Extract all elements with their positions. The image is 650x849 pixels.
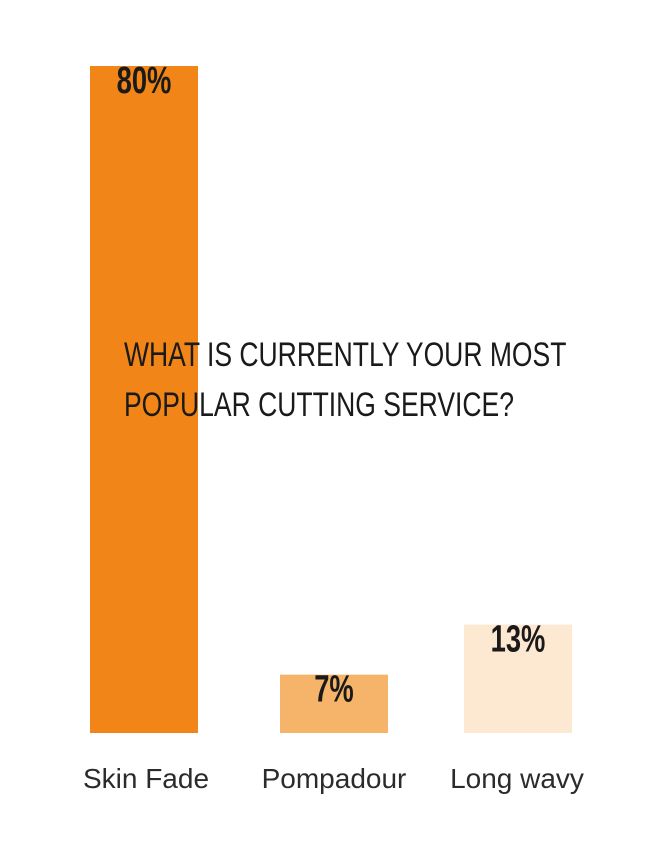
chart-title-line-2: POPULAR CUTTING SERVICE? bbox=[124, 386, 514, 424]
value-labels-layer: 80% 7% 13% bbox=[117, 60, 546, 711]
category-label-long-wavy: Long wavy bbox=[450, 763, 584, 794]
bar-value-label-pompadour: 7% bbox=[314, 668, 354, 710]
category-labels-layer: Skin Fade Pompadour Long wavy bbox=[83, 763, 584, 794]
bar-long-wavy bbox=[464, 624, 572, 733]
chart-title: WHAT IS CURRENTLY YOUR MOST POPULAR CUTTI… bbox=[124, 336, 566, 424]
bar-value-label-long-wavy: 13% bbox=[491, 618, 546, 660]
bar-value-label-skin-fade: 80% bbox=[117, 60, 172, 102]
bar-skin-fade bbox=[90, 66, 198, 733]
bar-pompadour bbox=[280, 674, 388, 733]
bars-layer bbox=[90, 66, 572, 733]
category-label-skin-fade: Skin Fade bbox=[83, 763, 209, 794]
chart-title-line-1: WHAT IS CURRENTLY YOUR MOST bbox=[124, 336, 566, 374]
category-label-pompadour: Pompadour bbox=[262, 763, 407, 794]
